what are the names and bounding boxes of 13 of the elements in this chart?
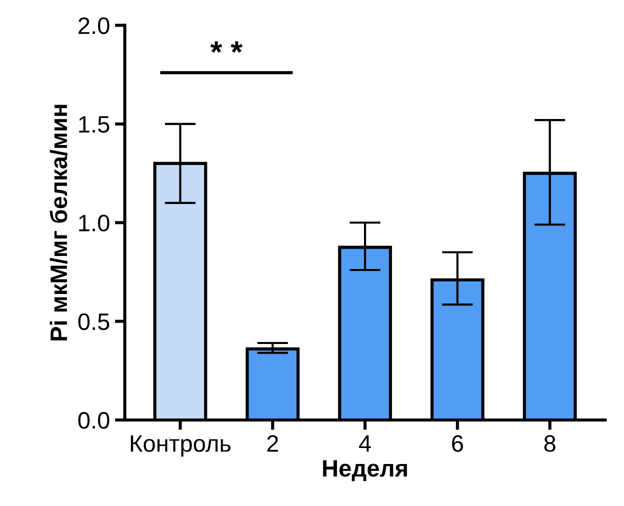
y-tick-label: 0.5: [78, 313, 110, 330]
x-axis-title: Неделя: [323, 460, 407, 482]
y-axis-title: Pi мкМ/мг белка/мин: [50, 104, 68, 340]
x-tick-label: Контроль: [130, 435, 231, 457]
y-tick-label: 1.0: [79, 214, 110, 232]
y-tick-label: 0.0: [78, 412, 110, 429]
x-tick-label: 2: [267, 435, 278, 452]
x-tick-label: 4: [359, 435, 371, 452]
y-tick-label: 2.0: [78, 17, 110, 34]
x-tick-label: 8: [544, 435, 556, 452]
x-tick-label: 6: [452, 435, 463, 452]
y-tick-label: 1.5: [79, 116, 110, 133]
annotation: * *: [210, 41, 243, 53]
